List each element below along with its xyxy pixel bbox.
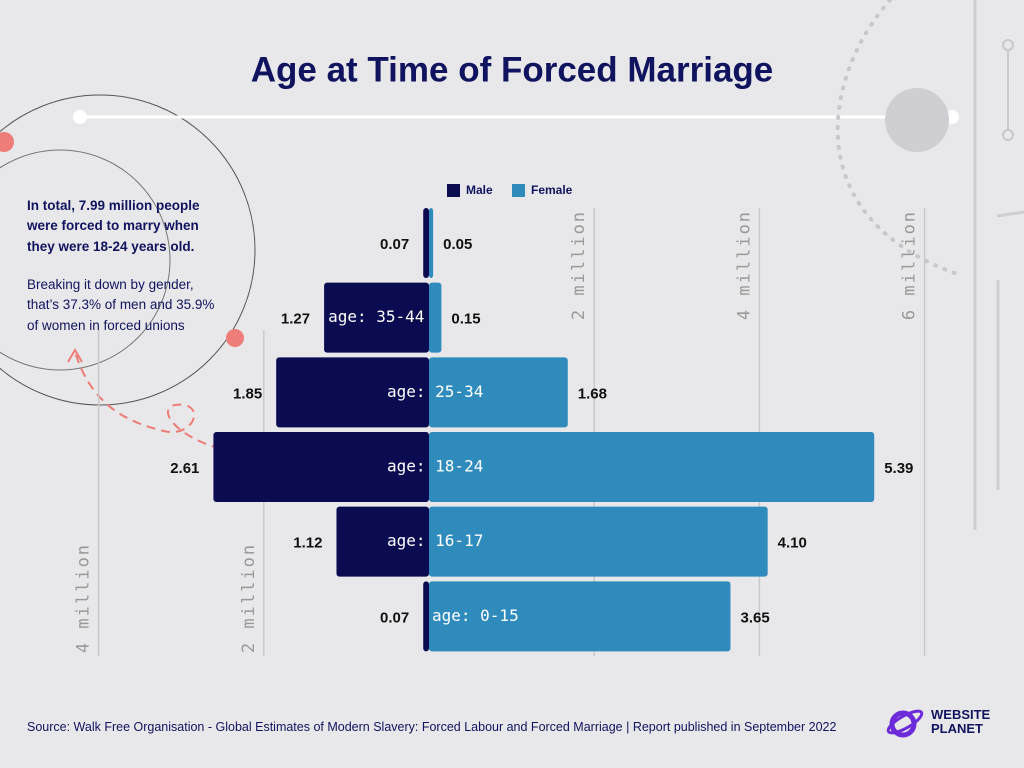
bar-male	[213, 432, 429, 502]
value-label: 1.27	[281, 311, 310, 328]
legend-label: Female	[531, 183, 573, 197]
source: Source: Walk Free Organisation - Global …	[27, 720, 837, 734]
bar-female	[429, 432, 875, 502]
value-label: 0.05	[443, 236, 472, 253]
value-label: 0.07	[380, 609, 409, 626]
decoration	[0, 0, 1024, 530]
logo-text: PLANET	[931, 721, 983, 736]
value-label: 1.85	[233, 385, 262, 402]
value-label: 2.61	[170, 460, 199, 477]
bar-male	[324, 282, 429, 353]
legend-label: Male	[466, 183, 493, 197]
category-label: age: 25-34	[387, 382, 483, 401]
value-label: 5.39	[884, 460, 913, 477]
x-tick-label: 4 million	[734, 210, 754, 320]
category-label: age: 0-15	[432, 606, 519, 625]
value-label: 1.12	[293, 535, 322, 552]
x-tick-label: 6 million	[900, 210, 920, 320]
category-label: age: 16-17	[387, 531, 483, 550]
bar-male	[336, 506, 429, 577]
value-label: 0.07	[380, 236, 409, 253]
x-tick-label: 4 million	[74, 543, 94, 653]
annotation-detail: Breaking it down by gender, that’s 37.3%…	[27, 277, 215, 333]
logo-icon	[886, 709, 924, 738]
bar-male	[423, 581, 429, 652]
bar-female	[429, 581, 731, 652]
bar-male	[276, 357, 429, 428]
bar-female	[429, 506, 768, 577]
value-label: 1.68	[578, 385, 607, 402]
annotation: In total, 7.99 million people were force…	[27, 198, 200, 254]
value-label: 0.15	[451, 311, 480, 328]
logo: WEBSITE PLANET	[885, 706, 990, 745]
value-label: 4.10	[778, 535, 807, 552]
value-label: 3.65	[740, 609, 769, 626]
bar-female	[429, 357, 568, 428]
chart-title: Age at Time of Forced Marriage	[251, 50, 774, 89]
category-label: age: 18-24	[387, 457, 483, 476]
x-tick-label: 2 million	[569, 210, 589, 320]
legend-swatch	[447, 184, 460, 197]
bar-female	[429, 282, 442, 353]
category-label: age: 35-44	[328, 307, 424, 326]
logo-text: WEBSITE	[931, 707, 991, 722]
bar-male	[423, 208, 429, 278]
x-tick-label: 2 million	[239, 543, 259, 653]
bar-female	[429, 208, 434, 278]
legend-swatch	[512, 184, 525, 197]
